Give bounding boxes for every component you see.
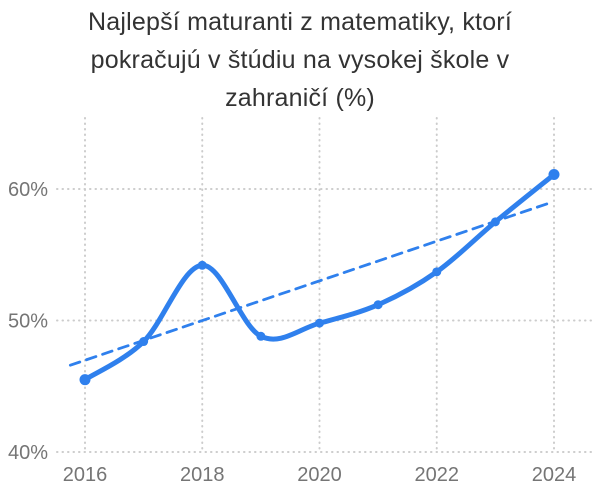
data-point-2021 [373,300,383,310]
x-axis-tick-label: 2024 [532,464,577,486]
line-chart: 60% 50% 40% 2016 2018 2020 2022 2024 [8,117,593,486]
x-axis-tick-label: 2016 [63,464,108,486]
y-axis-tick-label: 50% [8,311,48,333]
data-point-2023 [490,217,500,227]
trend-line [68,202,550,367]
y-axis-tick-label: 60% [8,179,48,201]
x-axis-tick-label: 2020 [297,464,342,486]
chart-title: Najlepší maturanti z matematiky, ktorí p… [0,0,600,112]
data-point-2024 [548,169,560,181]
data-point-2019 [256,331,266,341]
chart-title-line-2: pokračujú v štúdiu na vysokej škole v [90,46,510,74]
data-point-2016 [79,374,91,386]
y-axis-tick-label: 40% [8,442,48,464]
chart-title-line-3: zahraničí (%) [225,84,375,112]
data-series-line [82,172,557,383]
x-axis-tick-label: 2022 [415,464,460,486]
chart-title-line-1: Najlepší maturanti z matematiky, ktorí [88,8,512,36]
data-point-2017 [139,337,149,347]
x-axis-tick-label: 2018 [180,464,225,486]
data-point-2022 [432,267,442,277]
data-point-2020 [315,318,324,328]
data-point-2018 [197,260,207,270]
